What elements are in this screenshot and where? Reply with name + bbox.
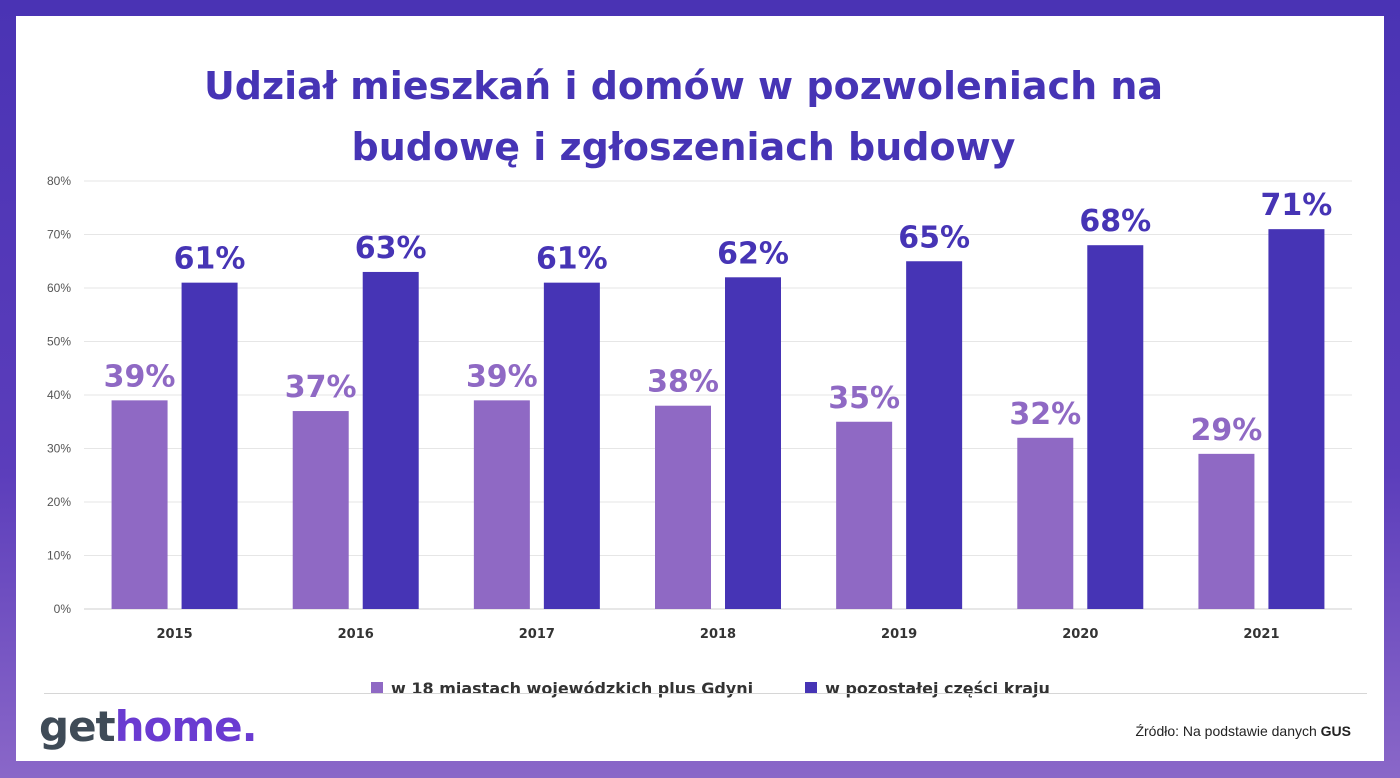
logo-text-get: get xyxy=(39,702,116,751)
legend-swatch-series-1 xyxy=(371,682,383,694)
bar-series-1 xyxy=(111,400,168,609)
bar-series-2 xyxy=(1268,229,1325,609)
footer-divider xyxy=(44,693,1367,694)
data-label-series-2: 61% xyxy=(174,242,246,277)
gethome-logo: gethome. xyxy=(39,702,258,751)
bar-series-1 xyxy=(1017,437,1074,609)
y-tick-label: 70% xyxy=(47,228,71,242)
data-label-series-2: 68% xyxy=(1079,204,1151,239)
logo-text-home: home. xyxy=(114,702,258,751)
source-bold: GUS xyxy=(1320,723,1351,739)
x-tick-label: 2020 xyxy=(1062,627,1098,642)
x-tick-label: 2017 xyxy=(519,627,555,642)
chart-card: Udział mieszkań i domów w pozwoleniach n… xyxy=(16,16,1384,761)
x-tick-label: 2019 xyxy=(881,627,917,642)
y-tick-label: 30% xyxy=(47,442,71,456)
data-label-series-1: 32% xyxy=(1009,397,1081,432)
bar-chart: 0% 10% 20% 30% 40% 50% 60% 70% 80% 39% 61% 2015 37% 6… xyxy=(47,174,1352,642)
data-label-series-2: 71% xyxy=(1261,188,1333,223)
y-tick-label: 0% xyxy=(54,602,72,616)
y-tick-label: 80% xyxy=(47,174,71,188)
data-label-series-2: 63% xyxy=(355,231,427,266)
y-tick-label: 20% xyxy=(47,495,71,509)
legend-item-series-1: w 18 miastach wojewódzkich plus Gdyni xyxy=(371,679,753,698)
bar-series-1 xyxy=(1198,453,1255,609)
bar-series-1 xyxy=(836,421,893,609)
data-label-series-2: 61% xyxy=(536,242,608,277)
data-label-series-1: 39% xyxy=(466,359,538,394)
y-tick-label: 40% xyxy=(47,388,71,402)
data-label-series-2: 65% xyxy=(898,220,970,255)
data-label-series-2: 62% xyxy=(717,236,789,271)
x-tick-label: 2016 xyxy=(338,627,374,642)
source-prefix: Źródło: Na podstawie danych xyxy=(1135,723,1321,739)
legend-label-series-1: w 18 miastach wojewódzkich plus Gdyni xyxy=(391,678,754,698)
bar-series-2 xyxy=(906,261,963,609)
chart-legend: w 18 miastach wojewódzkich plus Gdyni w … xyxy=(371,676,1050,700)
x-tick-label: 2021 xyxy=(1243,627,1279,642)
source-note: Źródło: Na podstawie danych GUS xyxy=(1135,723,1351,739)
legend-swatch-series-2 xyxy=(805,682,818,694)
y-tick-label: 10% xyxy=(47,549,71,563)
bar-series-2 xyxy=(181,282,238,609)
x-tick-label: 2015 xyxy=(156,627,192,642)
chart-title-line-2: budowę i zgłoszeniach budowy xyxy=(351,125,1016,169)
data-label-series-1: 37% xyxy=(285,370,357,405)
y-tick-label: 50% xyxy=(47,335,71,349)
data-label-series-1: 38% xyxy=(647,365,719,400)
data-label-series-1: 39% xyxy=(104,359,176,394)
legend-label-series-2: w pozostałej części kraju xyxy=(825,678,1050,698)
bar-series-2 xyxy=(362,271,419,609)
bar-series-2 xyxy=(543,282,600,609)
bar-series-2 xyxy=(1087,245,1144,609)
bar-series-2 xyxy=(725,277,781,609)
chart-title-line-1: Udział mieszkań i domów w pozwoleniach n… xyxy=(203,64,1164,108)
bar-series-1 xyxy=(655,405,711,609)
bar-series-1 xyxy=(292,411,349,609)
data-label-series-1: 35% xyxy=(828,381,900,416)
data-label-series-1: 29% xyxy=(1191,413,1263,448)
y-tick-label: 60% xyxy=(47,281,71,295)
chart-title: Udział mieszkań i domów w pozwoleniach n… xyxy=(126,56,1241,178)
bar-series-1 xyxy=(473,400,530,609)
legend-item-series-2: w pozostałej części kraju xyxy=(805,679,1050,698)
x-tick-label: 2018 xyxy=(700,627,736,642)
